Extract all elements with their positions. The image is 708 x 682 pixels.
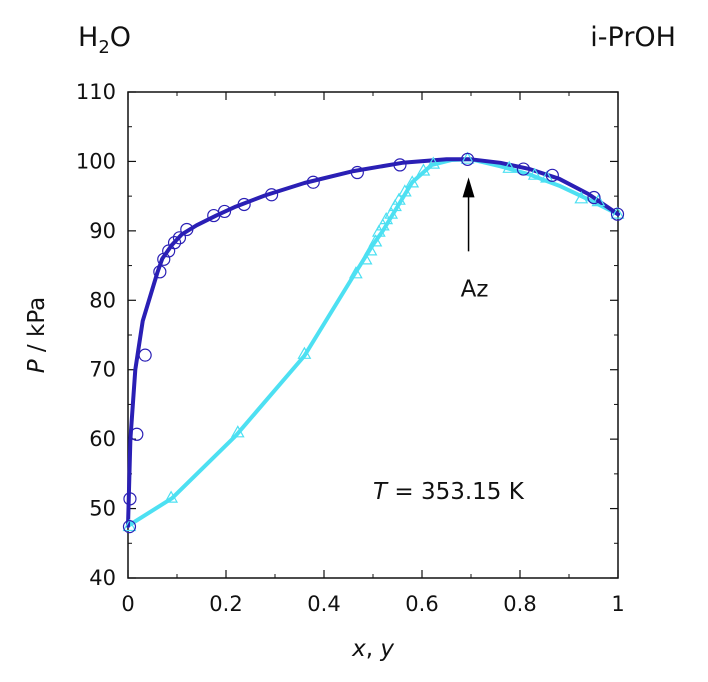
dew-point [388,198,402,212]
dew-point [358,252,373,265]
y-tick-label: 60 [89,427,116,451]
x-tick-label: 0 [121,592,134,616]
bubble-point [153,265,167,279]
y-tick-label: 100 [76,149,116,173]
dew-point [540,170,554,183]
dew-point [610,206,625,219]
temperature-symbol: T [373,479,389,505]
bubble-point [217,204,232,219]
y-tick-label: 70 [89,358,116,382]
left-component-base: H [78,22,98,53]
bubble-point [264,188,279,202]
x-tick-label: 0.8 [503,592,536,616]
dew-point [502,160,517,173]
bubble-point [460,152,475,166]
azeotrope-arrow-head [462,177,475,198]
dew-point [164,490,179,503]
dew-point [122,518,137,532]
dew-point [368,234,383,247]
x-tick-label: 0.6 [405,592,438,616]
dew-point [426,156,441,169]
dew-point [363,243,378,256]
dew-point [527,167,542,180]
x-tick-label: 0.4 [307,592,340,616]
bubble-point [130,427,144,441]
bubble-point [237,197,251,212]
bubble-point [172,231,187,245]
bubble-point [180,222,194,237]
dew-point [230,425,245,438]
bubble-point [587,190,601,205]
dew-point [397,184,412,197]
dew-point [460,151,475,164]
series-layer [122,151,625,534]
y-tick-label: 80 [89,288,116,312]
bubble-point [393,158,407,172]
azeotrope-annotation: Az [461,177,489,302]
y-axis-unit: / kPa [24,297,50,360]
dew-point [392,192,406,205]
azeotrope-label: Az [461,276,489,302]
x-axis-ticks: 0 0.2 0.4 0.6 0.8 1 [121,92,625,616]
y-tick-label: 50 [89,497,116,521]
dew-point [384,206,399,219]
dew-point [297,346,312,359]
temperature-annotation: T = 353.15 K [373,479,525,505]
dew-point [574,191,589,204]
y-tick-label: 90 [89,219,116,243]
y-tick-label: 40 [89,566,116,590]
dew-point [375,218,390,231]
bubble-point [167,236,182,250]
bubble-point [610,207,625,221]
bubble-point [350,165,364,180]
bubble-point [122,520,137,534]
bubble-line [126,157,620,528]
bubble-point [138,348,152,362]
left-component-tail: O [110,22,131,53]
bubble-point [123,492,137,506]
dew-point [416,163,431,176]
x-axis-label: x, y [351,636,394,662]
bubble-point [516,162,531,176]
dew-line [126,157,620,528]
y-tick-label: 110 [76,80,116,104]
x-axis-var-y: y [379,636,394,662]
left-component-subscript: 2 [98,37,109,58]
bubble-point [306,175,320,189]
y-axis-var: P [24,359,50,373]
x-axis-var-x: x [351,636,366,662]
x-tick-label: 0.2 [209,592,242,616]
x-axis-sep: , [366,636,381,662]
x-tick-label: 1 [611,592,624,616]
dew-point [371,224,386,237]
dew-point [348,266,363,279]
plot-frame [127,91,619,579]
temperature-value: = 353.15 K [387,479,525,505]
y-axis-ticks: 40 50 60 70 80 90 100 110 [76,80,618,590]
right-component-label: i-PrOH [590,22,676,53]
y-axis-label: P / kPa [24,297,50,374]
bubble-point [545,168,559,182]
dew-point [405,175,420,188]
left-component-label: H2O [78,22,131,58]
dew-point [591,193,606,207]
